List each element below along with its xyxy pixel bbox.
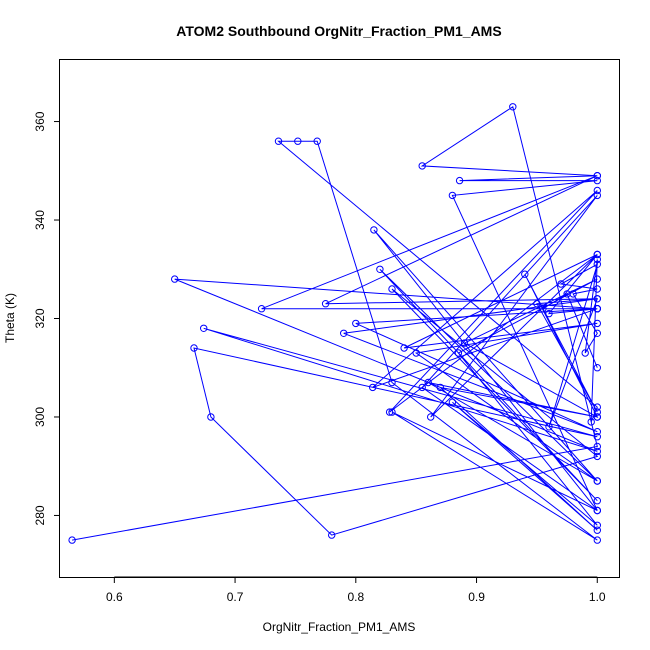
data-point — [593, 428, 601, 436]
data-point — [593, 536, 601, 544]
data-point — [388, 285, 396, 293]
data-point — [460, 339, 469, 347]
data-point — [454, 349, 463, 357]
data-point — [257, 305, 266, 313]
data-point — [593, 506, 601, 515]
x-axis-label: OrgNitr_Fraction_PM1_AMS — [263, 620, 416, 634]
data-point — [385, 408, 394, 416]
data-point — [593, 364, 601, 372]
data-point — [388, 408, 396, 416]
series-line — [72, 105, 599, 541]
data-point — [593, 447, 601, 456]
data-point — [593, 172, 601, 180]
y-tick-label: 360 — [33, 111, 47, 131]
data-point — [593, 329, 601, 337]
data-point — [369, 383, 377, 392]
data-point — [593, 433, 601, 441]
data-point — [376, 265, 384, 273]
data-point — [294, 137, 302, 145]
data-point — [593, 255, 601, 264]
data-point — [593, 186, 601, 195]
data-point — [593, 275, 601, 283]
data-point — [509, 103, 517, 111]
data-point — [370, 226, 378, 234]
data-point — [563, 290, 571, 298]
data-point — [593, 176, 601, 185]
data-point — [418, 383, 426, 392]
data-point — [593, 305, 601, 313]
series-points — [68, 103, 601, 544]
y-tick-label: 280 — [33, 505, 47, 525]
data-point — [328, 531, 336, 539]
data-point — [593, 295, 601, 303]
y-tick-label: 320 — [33, 308, 47, 328]
data-point — [352, 319, 360, 328]
data-point — [340, 329, 348, 337]
data-point — [593, 285, 601, 293]
data-point — [521, 270, 529, 278]
data-point — [436, 383, 444, 392]
data-point — [593, 191, 601, 200]
data-point — [412, 349, 420, 357]
data-point — [581, 349, 589, 357]
data-point — [448, 191, 457, 200]
data-point — [400, 344, 408, 352]
plot-frame — [59, 59, 620, 578]
y-axis-label: Theta (K) — [3, 293, 17, 343]
data-point — [190, 344, 198, 352]
data-point — [593, 319, 601, 328]
data-point — [388, 378, 396, 387]
data-point — [424, 378, 432, 387]
data-point — [593, 497, 601, 505]
data-point — [448, 398, 457, 406]
chart-title: ATOM2 Southbound OrgNitr_Fraction_PM1_AM… — [176, 23, 501, 39]
data-point — [593, 413, 601, 421]
data-point — [418, 162, 426, 170]
data-point — [545, 423, 553, 431]
x-tick-label: 1.0 — [589, 590, 606, 604]
data-point — [533, 300, 541, 308]
data-point — [427, 413, 435, 421]
data-point — [200, 324, 208, 332]
data-point — [455, 176, 464, 185]
data-point — [593, 260, 601, 268]
data-point — [593, 526, 601, 534]
data-point — [545, 309, 553, 318]
data-point — [593, 442, 601, 451]
x-axis: 0.6 0.7 0.8 0.9 1.0 — [106, 576, 606, 604]
data-point — [539, 305, 547, 313]
data-point — [274, 137, 283, 145]
y-tick-label: 340 — [33, 210, 47, 230]
x-tick-label: 0.6 — [106, 590, 123, 604]
y-tick-label: 300 — [33, 407, 47, 427]
data-point — [321, 300, 330, 308]
data-point — [593, 408, 601, 416]
data-point — [593, 250, 601, 259]
x-tick-label: 0.8 — [347, 590, 364, 604]
data-point — [313, 137, 321, 145]
y-axis: 280 300 320 340 360 — [33, 111, 60, 525]
series-lines — [72, 105, 599, 541]
data-point — [207, 413, 215, 421]
data-point — [171, 275, 179, 283]
x-tick-label: 0.7 — [227, 590, 244, 604]
data-point — [593, 452, 601, 461]
data-point — [593, 477, 601, 485]
data-point — [587, 418, 595, 426]
data-point — [557, 280, 565, 288]
data-point — [593, 521, 601, 529]
x-tick-label: 0.9 — [468, 590, 485, 604]
data-point — [68, 536, 76, 544]
data-point — [593, 403, 601, 411]
